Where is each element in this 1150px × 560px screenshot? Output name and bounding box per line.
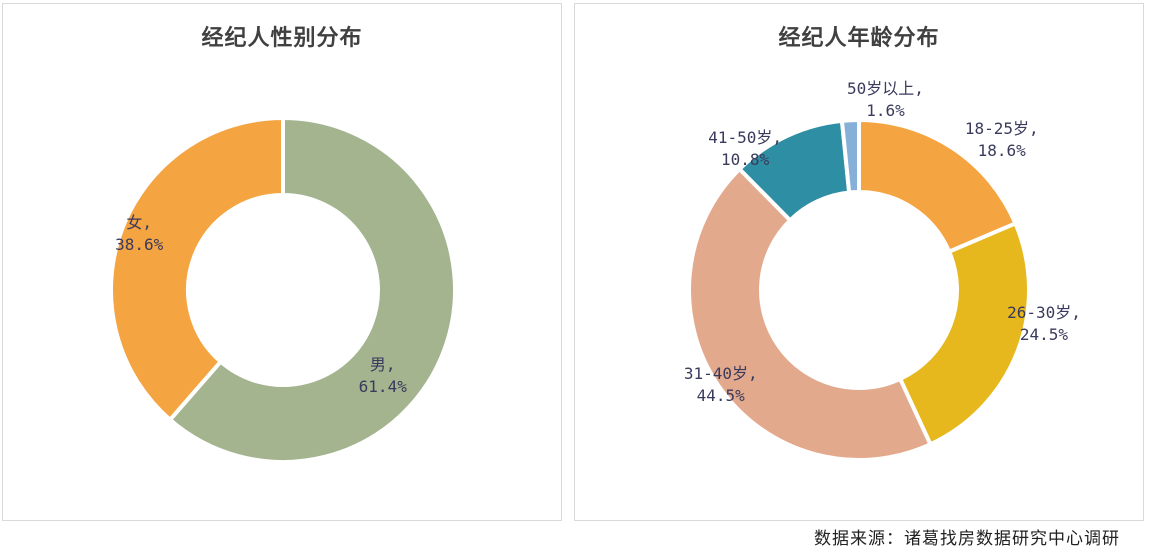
donut-slice-4 [839,117,861,195]
donut-slice-2 [687,166,934,462]
slice-label-0: 18-25岁, 18.6% [965,118,1039,162]
slice-value-label: 24.5% [1019,324,1069,344]
slice-category-label: 50岁以上, [847,79,924,99]
slice-category-label: 男, [369,354,396,374]
slice-label-0: 男, 61.4% [359,354,407,398]
data-source-note: 数据来源：诸葛找房数据研究中心调研 [814,529,1120,549]
donut-slice-0 [167,115,457,464]
slice-category-label: 女, [126,213,153,233]
gender-donut-chart [109,115,457,464]
slice-value-label: 10.8% [721,150,770,170]
slice-category-label: 31-40岁, [683,364,758,384]
slice-value-label: 38.6% [115,235,164,255]
slice-label-1: 女, 38.6% [115,212,163,256]
slice-label-3: 41-50岁, 10.8% [708,127,782,171]
slice-category-label: 26-30岁, [1007,302,1081,322]
slice-label-2: 31-40岁, 44.5% [684,363,758,407]
donut-slice-1 [897,220,1031,447]
slice-label-4: 50岁以上, 1.6% [847,78,924,122]
slice-value-label: 18.6% [977,140,1026,160]
slice-value-label: 61.4% [358,376,407,396]
donut-slice-0 [857,117,1019,255]
donut-slice-1 [109,115,285,423]
age-chart-title: 经纪人年龄分布 [778,26,940,51]
age-chart-panel: 经纪人年龄分布 18-25岁, 18.6% 26-30岁, 24.5% 31-40岁, 4… [574,3,1144,521]
slice-category-label: 41-50岁, [708,128,783,148]
slice-category-label: 18-25岁, [964,118,1039,138]
slice-value-label: 44.5% [696,386,745,406]
gender-chart-panel: 经纪人性别分布 男, 61.4% 女, 38.6% [2,3,562,521]
gender-chart-title: 经纪人性别分布 [201,26,363,51]
slice-value-label: 1.6% [866,101,905,121]
age-donut-chart [687,117,1031,462]
slice-label-1: 26-30岁, 24.5% [1007,302,1081,346]
